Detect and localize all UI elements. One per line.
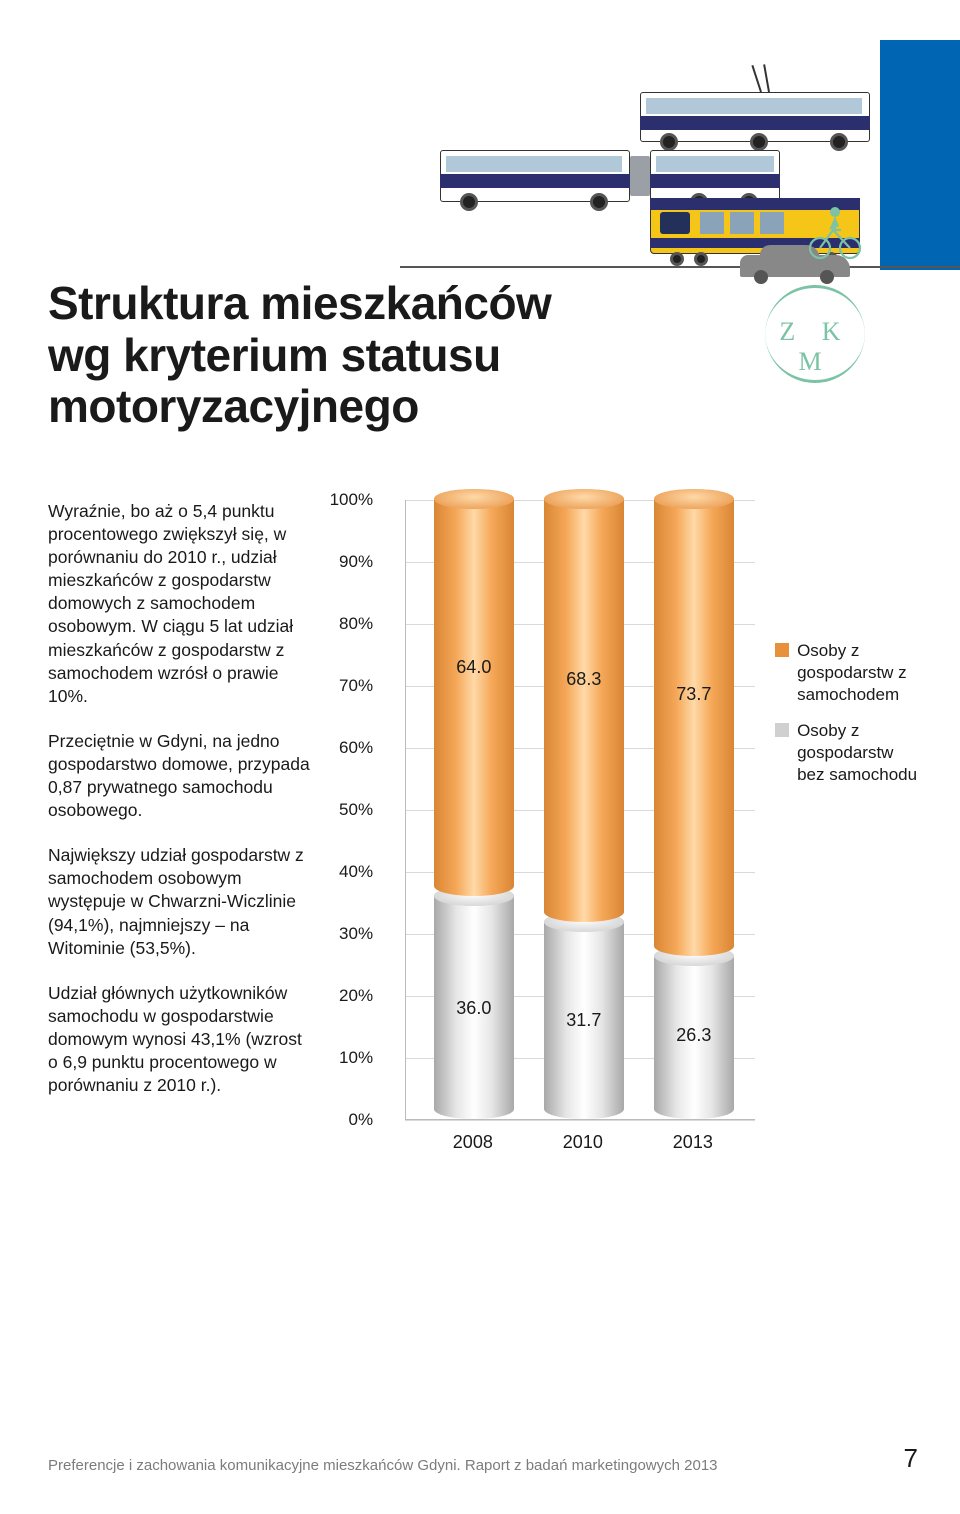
bar-value-top: 64.0	[434, 657, 514, 678]
legend-item: Osoby z gospodarstw bez samochodu	[775, 720, 918, 786]
plot-area: 64.0 36.0 68.3 31.7 73.7 26.3	[405, 500, 755, 1120]
x-tick-label: 2010	[543, 1132, 623, 1153]
y-tick-label: 100%	[325, 490, 373, 510]
y-tick-label: 90%	[325, 552, 373, 572]
y-tick-label: 50%	[325, 800, 373, 820]
stacked-bar-chart: 0%10%20%30%40%50%60%70%80%90%100%64.036.…	[345, 500, 745, 1180]
paragraph: Udział głównych użytkowników samochodu w…	[48, 982, 315, 1097]
trolleybus-icon	[640, 92, 870, 142]
bar-value-top: 68.3	[544, 669, 624, 690]
legend-label: Osoby z gospodarstw bez samochodu	[797, 720, 918, 786]
y-tick-label: 80%	[325, 614, 373, 634]
y-tick-label: 10%	[325, 1048, 373, 1068]
page-number: 7	[904, 1443, 918, 1474]
paragraph: Wyraźnie, bo aż o 5,4 punktu procentoweg…	[48, 500, 315, 708]
legend-label: Osoby z gospodarstw z samochodem	[797, 640, 918, 706]
bar-value-bottom: 36.0	[434, 998, 514, 1019]
legend-swatch	[775, 643, 789, 657]
content-row: Wyraźnie, bo aż o 5,4 punktu procentoweg…	[48, 500, 918, 1180]
legend-item: Osoby z gospodarstw z samochodem	[775, 640, 918, 706]
paragraph: Największy udział gospodarstw z samochod…	[48, 844, 315, 959]
bar-value-top: 73.7	[654, 684, 734, 705]
header-illustration	[400, 40, 960, 270]
y-tick-label: 70%	[325, 676, 373, 696]
x-tick-label: 2008	[433, 1132, 513, 1153]
zkm-logo-text: Z K M	[765, 317, 865, 377]
chart-legend: Osoby z gospodarstw z samochodem Osoby z…	[775, 500, 918, 1180]
paragraph: Przeciętnie w Gdyni, na jedno gospodarst…	[48, 730, 315, 822]
blue-side-tab	[880, 40, 960, 270]
gridline	[405, 1120, 755, 1121]
legend-swatch	[775, 723, 789, 737]
page-footer: Preferencje i zachowania komunikacyjne m…	[48, 1443, 918, 1474]
zkm-logo: Z K M	[765, 285, 865, 385]
bar-value-bottom: 31.7	[544, 1010, 624, 1031]
bar-cylinder: 64.0 36.0	[434, 499, 514, 1119]
page-title: Struktura mieszkańców wg kryterium statu…	[48, 278, 568, 433]
bar-cylinder: 68.3 31.7	[544, 499, 624, 1119]
y-tick-label: 20%	[325, 986, 373, 1006]
bar-value-bottom: 26.3	[654, 1025, 734, 1046]
y-tick-label: 40%	[325, 862, 373, 882]
cyclist-icon	[805, 200, 865, 260]
footer-text: Preferencje i zachowania komunikacyjne m…	[48, 1457, 718, 1474]
y-tick-label: 0%	[325, 1110, 373, 1130]
y-tick-label: 30%	[325, 924, 373, 944]
y-tick-label: 60%	[325, 738, 373, 758]
x-tick-label: 2013	[653, 1132, 733, 1153]
bar-cylinder: 73.7 26.3	[654, 499, 734, 1119]
body-text: Wyraźnie, bo aż o 5,4 punktu procentoweg…	[48, 500, 315, 1180]
